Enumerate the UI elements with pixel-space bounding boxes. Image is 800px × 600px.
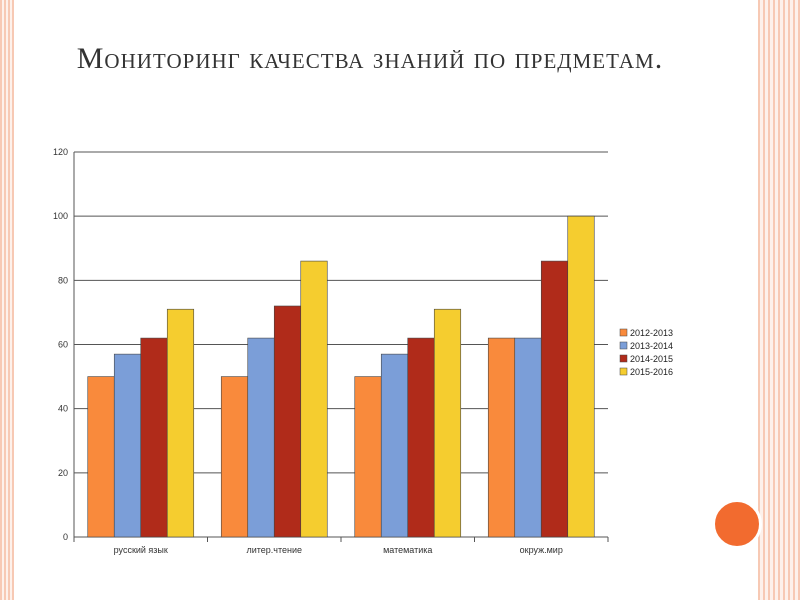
bar-2015-2016-окруж.мир [567, 215, 595, 538]
y-tick-label: 120 [53, 147, 68, 157]
legend-label: 2012-2013 [630, 328, 673, 338]
slide-title: Мониторинг качества знаний по предметам. [76, 42, 664, 75]
orange-accent-circle [712, 499, 762, 549]
bar-2015-2016-русский-язык [166, 308, 195, 538]
bar-2015-2016-математика [433, 308, 462, 538]
bar-2013-2014-математика [380, 353, 409, 538]
bar-2015-2016-литер.чтение [300, 260, 328, 538]
y-tick-label: 40 [58, 404, 68, 414]
bar-2014-2015-окруж.мир [540, 260, 569, 538]
bar-2014-2015-русский-язык [140, 337, 168, 538]
bar-2013-2014-русский-язык [113, 353, 142, 538]
legend-label: 2015-2016 [630, 367, 673, 377]
x-category-label: русский язык [114, 545, 168, 555]
y-tick-label: 20 [58, 468, 68, 478]
bar-2012-2013-окруж.мир [487, 337, 516, 538]
x-category-label: математика [383, 545, 432, 555]
x-category-label: окруж.мир [520, 545, 563, 555]
bar-2012-2013-литер.чтение [220, 376, 249, 538]
x-category-label: литер.чтение [246, 545, 302, 555]
legend-swatch [619, 367, 628, 376]
y-tick-label: 100 [53, 211, 68, 221]
y-tick-label: 0 [63, 532, 68, 542]
y-tick-label: 60 [58, 340, 68, 350]
legend-label: 2013-2014 [630, 341, 673, 351]
legend-label: 2014-2015 [630, 354, 673, 364]
y-tick-label: 80 [58, 275, 68, 285]
left-decorative-border [0, 0, 14, 600]
bar-2013-2014-окруж.мир [514, 337, 542, 538]
legend-swatch [619, 328, 628, 337]
legend-swatch [619, 341, 628, 350]
right-decorative-border [758, 0, 800, 600]
bar-2014-2015-математика [407, 337, 435, 538]
bar-2012-2013-математика [354, 376, 382, 538]
bar-2013-2014-литер.чтение [247, 337, 275, 538]
bar-2014-2015-литер.чтение [273, 305, 302, 538]
legend-swatch [619, 354, 628, 363]
bar-2012-2013-русский-язык [87, 376, 115, 538]
